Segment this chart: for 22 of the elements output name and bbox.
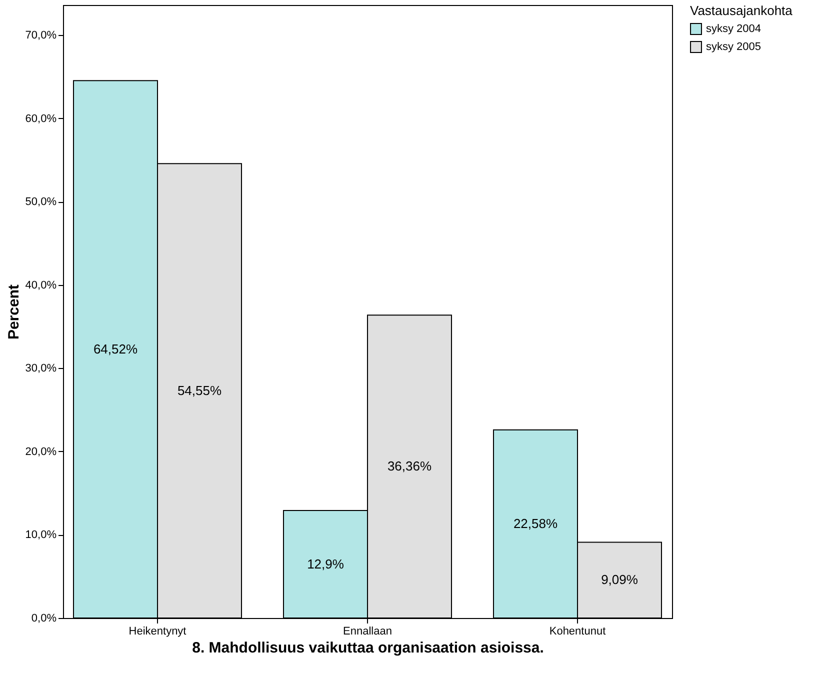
- legend-label: syksy 2004: [706, 23, 762, 35]
- y-tick-label: 20,0%: [25, 446, 57, 458]
- y-tick-label: 40,0%: [25, 279, 57, 292]
- y-tick-label: 30,0%: [25, 362, 57, 375]
- data-label: 12,9%: [307, 556, 344, 572]
- y-tick-label: 50,0%: [25, 196, 57, 208]
- legend-label: syksy 2005: [706, 41, 762, 53]
- y-tick-label: 70,0%: [25, 29, 57, 42]
- x-axis-title: 8. Mahdollisuus vaikuttaa organisaation asioissa.: [192, 640, 544, 656]
- y-axis-title: Percent: [5, 284, 22, 340]
- x-tick-label: Heikentynyt: [128, 626, 186, 638]
- legend-title: Vastausajankohta: [690, 3, 794, 18]
- data-label: 64,52%: [93, 341, 138, 356]
- data-label: 22,58%: [513, 516, 558, 531]
- data-label: 54,55%: [177, 382, 222, 398]
- data-label: 36,36%: [387, 458, 432, 474]
- y-tick-label: 60,0%: [25, 112, 57, 125]
- y-tick-label: 0,0%: [31, 612, 57, 624]
- x-tick-label: Ennallaan: [343, 626, 392, 638]
- x-tick-label: Kohentunut: [549, 626, 606, 638]
- y-tick-label: 10,0%: [25, 529, 57, 542]
- data-label: 9,09%: [601, 572, 638, 588]
